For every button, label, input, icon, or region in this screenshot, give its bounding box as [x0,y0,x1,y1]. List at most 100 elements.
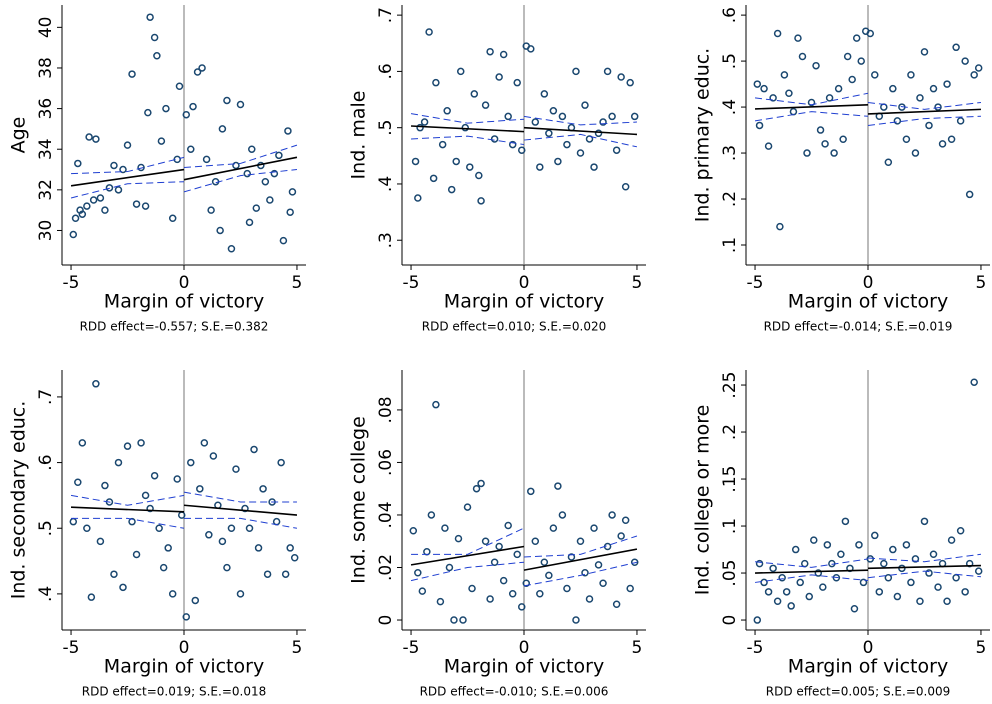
ci-line [754,111,869,122]
point [128,70,136,78]
point [572,67,580,76]
y-tick-label: .5 [720,53,740,69]
point [884,158,893,166]
point [549,107,558,115]
point [245,524,254,532]
point [907,71,915,79]
point [866,29,875,38]
point [848,75,856,84]
point [880,559,888,568]
x-axis-title: Margin of victory [444,291,604,313]
point [920,48,929,56]
point [445,563,454,572]
point [590,524,598,532]
point [782,588,791,596]
point [522,579,531,588]
point [248,145,256,153]
point [956,117,965,125]
ci-line [410,113,525,124]
point [196,485,204,493]
point [832,573,841,582]
point [929,84,938,93]
point [527,45,535,53]
panel: .4 .5 .6 .7 -5 0 5 Ind. secondary educ. Margin o… [8,370,306,699]
point [218,125,227,133]
point [209,452,218,460]
point [486,595,494,603]
point [545,129,553,138]
point [947,536,956,544]
point [191,596,200,605]
x-axis-title: Margin of victory [788,656,948,678]
ci-line [754,92,869,106]
ci-line [867,553,982,563]
point [495,73,503,81]
point [504,112,512,121]
point [83,202,91,210]
point [823,541,832,549]
point [198,64,206,72]
ci-line [70,181,185,199]
point [218,537,227,546]
point [223,96,231,105]
point [144,108,152,117]
point [911,149,920,157]
note: RDD effect=-0.014; S.E.=0.019 [764,320,953,334]
fit-line [867,108,981,115]
y-tick-label: 36 [36,98,56,120]
ci-line [754,558,869,568]
point [787,602,795,610]
point [420,118,429,126]
point [101,481,109,490]
fit-line [71,506,185,513]
point [205,531,213,539]
y-tick-label: 34 [36,138,56,160]
point [902,135,911,144]
point [202,155,211,164]
point [755,121,764,130]
point [821,140,829,148]
note: RDD effect=0.010; S.E.=0.020 [422,320,606,334]
point [236,100,245,109]
point [69,230,78,239]
point [123,141,132,149]
y-axis-title: Ind. male [348,91,370,180]
point [189,102,197,111]
point [540,90,549,98]
point [531,118,540,126]
point [785,89,793,98]
point [630,558,639,566]
point [477,197,485,205]
point [443,107,451,115]
y-tick-label: .04 [376,501,396,528]
point [554,482,562,490]
y-tick-label: .5 [36,520,56,536]
point [753,616,762,624]
point [805,592,814,601]
point [490,558,499,566]
point [429,174,438,183]
point [780,71,789,79]
ci-line [523,133,638,148]
point [902,541,911,549]
point [495,542,503,551]
point [466,163,474,171]
point [776,222,784,231]
x-tick-label: 0 [519,638,530,658]
point [617,73,625,81]
y-tick-label: 40 [36,17,56,39]
ci-line [71,156,185,175]
note: RDD effect=-0.557; S.E.=0.382 [80,320,269,334]
point [517,146,526,154]
point [536,163,544,171]
point [504,521,512,530]
point [119,165,127,174]
point [137,439,145,447]
point [599,579,607,588]
ci-line [523,535,638,558]
point [855,541,863,549]
point [554,157,562,166]
y-tick-label: .4 [36,586,56,602]
point [585,135,594,143]
point [884,573,893,582]
